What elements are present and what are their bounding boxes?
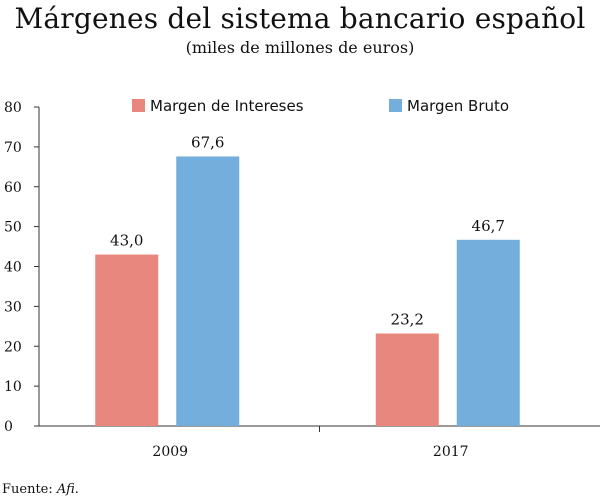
y-tick-label: 30 [4,299,22,315]
y-tick-label: 20 [4,339,22,355]
data-label: 67,6 [191,133,224,151]
axes: 0 10 20 30 40 50 60 70 80 2009 2017 [4,100,600,460]
data-label: 46,7 [472,217,505,235]
legend-swatch-margen-de-intereses [132,99,145,112]
data-label: 43,0 [110,232,143,250]
bars: 43,0 67,6 23,2 46,7 [95,133,520,426]
source-note: Fuente: Afi. [2,482,79,497]
bar-margen-de-intereses-2017 [375,333,439,426]
x-category-label: 2009 [152,444,188,460]
legend-label-margen-de-intereses: Margen de Intereses [150,97,304,115]
y-tick-label: 80 [4,100,22,116]
source-suffix: . [74,482,79,497]
chart-subtitle: (miles de millones de euros) [185,38,415,57]
legend-label-margen-bruto: Margen Bruto [407,97,509,115]
chart-title: Márgenes del sistema bancario español [14,2,586,35]
legend-swatch-margen-bruto [389,99,402,112]
bar-margen-bruto-2017 [456,239,520,426]
x-category-label: 2017 [433,444,469,460]
y-tick-label: 10 [4,379,22,395]
bar-chart: Margen de Intereses Margen Bruto 0 10 20 30… [4,97,600,460]
data-label: 23,2 [391,310,424,328]
y-tick-label: 50 [4,220,22,236]
y-tick-label: 0 [4,419,13,435]
legend: Margen de Intereses Margen Bruto [132,97,509,115]
y-tick-label: 40 [4,260,22,276]
source-name: Afi [56,482,75,497]
source-prefix: Fuente: [2,482,53,497]
y-tick-label: 60 [4,180,22,196]
bar-margen-bruto-2009 [176,156,240,426]
bar-margen-de-intereses-2009 [95,254,159,426]
y-tick-label: 70 [4,140,22,156]
